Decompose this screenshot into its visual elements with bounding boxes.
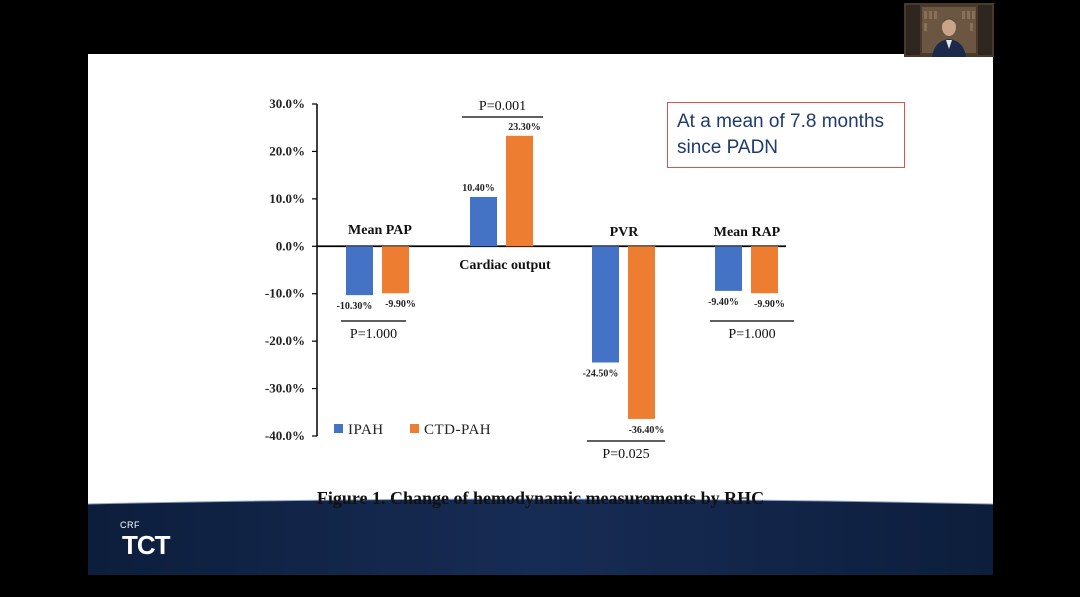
bar-ctd-pah-2 bbox=[628, 246, 655, 419]
annotation-box: At a mean of 7.8 months since PADN bbox=[667, 102, 905, 168]
tct-logo-text: TCT bbox=[122, 530, 171, 560]
bar-ctd-pah-1 bbox=[506, 135, 533, 247]
data-label: 23.30% bbox=[508, 122, 541, 133]
bar-ctd-pah-0 bbox=[382, 246, 409, 294]
y-tick-label: -10.0% bbox=[265, 286, 305, 301]
annotation-text: At a mean of 7.8 months since PADN bbox=[677, 111, 885, 158]
y-tick-label: -40.0% bbox=[265, 428, 305, 443]
category-label: PVR bbox=[610, 225, 640, 240]
category-label: Mean PAP bbox=[348, 223, 412, 238]
data-label: -9.90% bbox=[385, 299, 416, 310]
y-tick-label: 0.0% bbox=[276, 238, 305, 253]
bar-ipah-1 bbox=[470, 196, 497, 247]
legend-label-ipah: IPAH bbox=[348, 422, 384, 438]
bar-ipah-3 bbox=[715, 246, 742, 291]
y-tick-label: -30.0% bbox=[265, 381, 305, 396]
y-tick-label: -20.0% bbox=[265, 333, 305, 348]
legend-label-ctd-pah: CTD-PAH bbox=[424, 422, 491, 438]
speaker-video-thumbnail[interactable] bbox=[904, 3, 994, 57]
category-label: Mean RAP bbox=[714, 225, 781, 240]
y-tick-label: 30.0% bbox=[269, 96, 305, 111]
crf-logo-text: CRF bbox=[120, 520, 140, 530]
data-label: 10.40% bbox=[462, 183, 495, 194]
p-value-label: P=1.000 bbox=[728, 327, 775, 342]
bar-ipah-2 bbox=[592, 246, 619, 363]
legend-swatch-ctd-pah bbox=[410, 424, 419, 433]
y-tick-label: 20.0% bbox=[269, 143, 305, 158]
p-value-label: P=1.000 bbox=[350, 327, 397, 342]
bar-chart: 30.0% 20.0% 10.0% 0.0% -10.0% -20.0% -30.0% -40… bbox=[88, 96, 993, 575]
data-label: -9.40% bbox=[708, 297, 739, 308]
slide: 30.0% 20.0% 10.0% 0.0% -10.0% -20.0% -30.0% -40… bbox=[88, 54, 993, 575]
category-label: Cardiac output bbox=[459, 258, 551, 273]
footer-banner bbox=[88, 498, 993, 575]
p-value-label: P=0.025 bbox=[602, 447, 649, 462]
p-value-label: P=0.001 bbox=[479, 99, 526, 114]
data-label: -10.30% bbox=[337, 301, 373, 312]
bar-ipah-0 bbox=[346, 246, 373, 296]
data-label: -24.50% bbox=[583, 368, 619, 379]
data-label: -9.90% bbox=[754, 299, 785, 310]
y-tick-label: 10.0% bbox=[269, 191, 305, 206]
bar-ctd-pah-3 bbox=[751, 246, 778, 294]
figure-caption: Figure 1. Change of hemodynamic measurem… bbox=[316, 488, 765, 508]
speaker-video-image bbox=[904, 3, 994, 57]
legend-swatch-ipah bbox=[334, 424, 343, 433]
data-label: -36.40% bbox=[629, 425, 665, 436]
